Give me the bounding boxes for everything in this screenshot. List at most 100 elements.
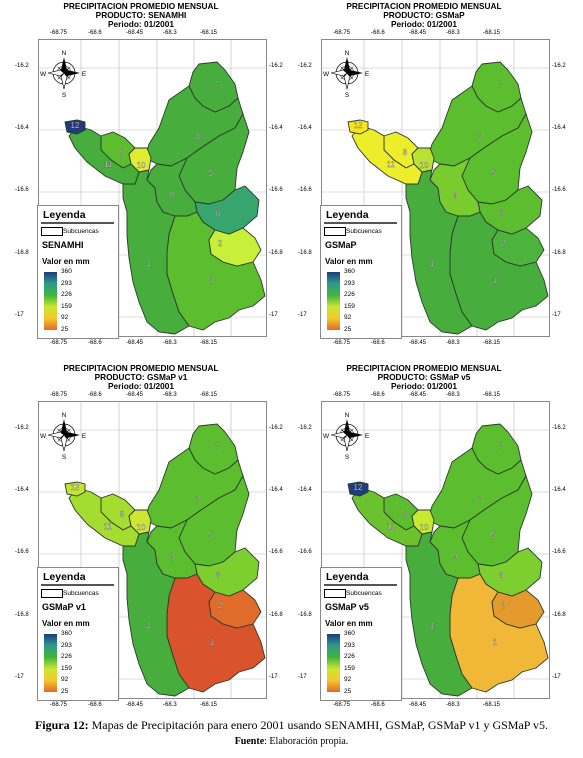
x-tick-label: -68.75: [333, 702, 351, 708]
subbasin-label: 12: [354, 483, 363, 492]
compass-needle: [61, 57, 67, 73]
legend-value: 159: [61, 302, 72, 310]
map-frame: 1 2 3 4 5 6 7 8 9 10 11 12 N S E W: [38, 401, 267, 699]
subbasin-label: 3: [478, 132, 483, 141]
subbasin-label: 7: [498, 80, 503, 89]
y-tick-label: -16.8: [15, 250, 29, 256]
x-tick-label: -68.75: [333, 340, 351, 346]
compass-needle: [64, 70, 80, 76]
compass-needle: [57, 73, 64, 80]
y-tick-label: -16.4: [269, 125, 283, 131]
compass-icon: N S E W: [40, 50, 87, 99]
y-tick-label: -16.6: [552, 187, 566, 193]
legend-unit: Valor en mm: [42, 257, 90, 266]
x-tick-label: -68.6: [371, 340, 385, 346]
x-tick-label: -68.45: [126, 392, 144, 398]
map-title: PRECIPITACION PROMEDIO MENSUAL: [63, 1, 219, 11]
subbasin-label: 1: [210, 638, 215, 647]
x-tick-label: -68.3: [163, 392, 177, 398]
subbasin-label: 3: [195, 132, 200, 141]
legend-divider: [41, 584, 114, 586]
subbasin-label: 7: [215, 442, 220, 451]
y-tick-label: -16.8: [15, 612, 29, 618]
subbasin-11: [351, 125, 423, 185]
x-tick-label: -68.45: [409, 30, 427, 36]
legend-color-ramp: [44, 634, 57, 692]
compass-needle: [347, 432, 363, 438]
compass-needle: [64, 428, 71, 435]
y-tick-label: -16.6: [15, 549, 29, 555]
compass-needle: [340, 73, 347, 80]
legend-value: 25: [344, 687, 352, 695]
y-tick-label: -16.4: [298, 487, 312, 493]
subbasin-12: [347, 119, 369, 135]
compass-letter: E: [365, 433, 370, 440]
x-tick-label: -68.75: [50, 702, 68, 708]
legend-value: 360: [344, 630, 355, 637]
x-tick-label: -68.45: [409, 702, 427, 708]
subbasin-label: 2: [501, 239, 506, 248]
x-tick-label: -68.45: [126, 30, 144, 36]
map-legend: Leyenda Subcuencas GSMaP v5 Valor en mm 360 2…: [320, 567, 402, 701]
compass-letter: N: [345, 50, 350, 57]
y-tick-label: -16.2: [298, 425, 312, 431]
y-tick-label: -16.4: [269, 487, 283, 493]
map-legend: Leyenda Subcuencas GSMaP Valor en mm 360 293 2…: [320, 205, 402, 339]
legend-divider: [324, 584, 397, 586]
subbasin-label: 1: [210, 276, 215, 285]
subbasin-label: 8: [403, 148, 408, 157]
subbasin-10: [128, 509, 152, 535]
legend-value: 293: [344, 641, 355, 649]
y-tick-label: -16.6: [269, 549, 283, 555]
map-panel: PRECIPITACION PROMEDIO MENSUAL PRODUCTO: …: [283, 0, 566, 355]
subbasin-label: 12: [71, 121, 80, 130]
subbasin-swatch: [324, 589, 346, 598]
x-tick-label: -68.15: [200, 30, 218, 36]
map-period: Periodo: 01/2001: [108, 381, 174, 391]
subbasin-label: 9: [453, 191, 458, 200]
map-legend: Leyenda Subcuencas SENAMHI Valor en mm 360 29…: [37, 205, 119, 339]
y-tick-label: -16.2: [269, 425, 283, 431]
map-frame: 1 2 3 4 5 6 7 8 9 10 11 12 N S E W: [321, 401, 550, 699]
subbasin-label: 6: [216, 571, 221, 580]
compass-letter: E: [82, 71, 87, 78]
legend-subbasin-label: Subcuencas: [346, 228, 382, 235]
compass-needle: [57, 66, 64, 73]
y-tick-label: -16.4: [552, 487, 566, 493]
subbasin-label: 10: [420, 161, 429, 170]
subbasin-label: 9: [170, 191, 175, 200]
legend-value: 293: [61, 279, 72, 287]
x-tick-label: -68.75: [333, 30, 351, 36]
subbasin-swatch: [41, 589, 63, 598]
subbasin-label: 10: [420, 523, 429, 532]
map-product-line: PRODUCTO: SENAMHI: [95, 10, 187, 20]
compass-letter: S: [345, 454, 350, 461]
legend-value: 25: [61, 325, 69, 333]
compass-letter: N: [345, 412, 350, 419]
compass-icon: N S E W: [323, 412, 370, 461]
legend-value: 25: [61, 687, 69, 695]
x-tick-label: -68.6: [371, 392, 385, 398]
x-tick-label: -68.6: [371, 30, 385, 36]
subbasin-label: 3: [195, 494, 200, 503]
x-tick-label: -68.3: [446, 702, 460, 708]
compass-needle: [64, 73, 71, 80]
compass-letter: W: [323, 433, 330, 440]
subbasin-label: 4: [430, 622, 435, 631]
y-tick-label: -16.6: [298, 187, 312, 193]
subbasin-label: 11: [387, 160, 396, 169]
x-tick-label: -68.15: [483, 340, 501, 346]
legend-subbasin-label: Subcuencas: [63, 590, 99, 597]
y-tick-label: -17: [269, 312, 278, 318]
y-tick-label: -17: [298, 312, 307, 318]
compass-letter: E: [82, 433, 87, 440]
x-tick-label: -68.15: [483, 392, 501, 398]
y-tick-label: -16.8: [552, 612, 566, 618]
compass-icon: N S E W: [40, 412, 87, 461]
compass-needle: [340, 428, 347, 435]
legend-value: 360: [344, 268, 355, 275]
y-tick-label: -17: [552, 312, 561, 318]
x-tick-label: -68.15: [483, 30, 501, 36]
